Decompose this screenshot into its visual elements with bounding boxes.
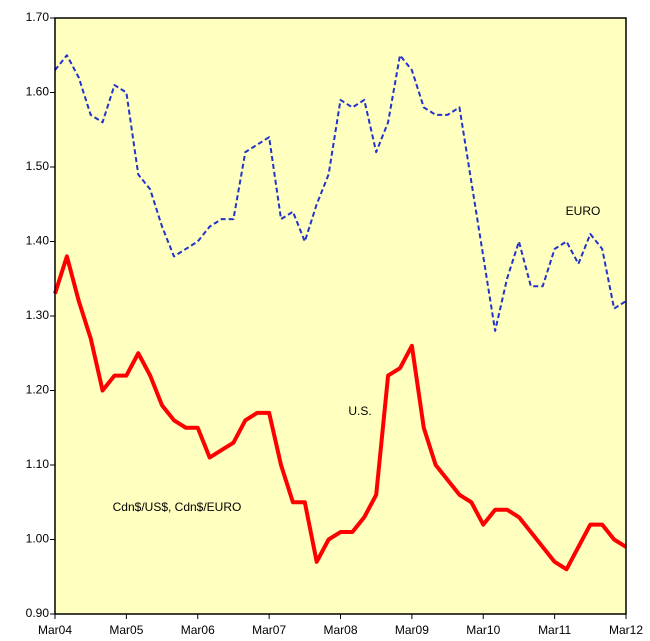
y-tick-label: 1.20 [26, 383, 50, 397]
y-tick-label: 0.90 [26, 606, 50, 620]
x-tick-label: Mar08 [323, 623, 357, 637]
y-tick-label: 1.50 [26, 159, 50, 173]
x-tick-label: Mar05 [109, 623, 143, 637]
x-tick-label: Mar11 [538, 623, 571, 637]
y-tick-label: 1.70 [26, 10, 50, 24]
annotation: Cdn$/US$, Cdn$/EURO [113, 500, 242, 514]
x-tick-label: Mar10 [466, 623, 500, 637]
x-tick-label: Mar12 [609, 623, 643, 637]
y-tick-label: 1.10 [26, 457, 50, 471]
y-tick-label: 1.60 [26, 85, 50, 99]
line-series [54, 54, 627, 332]
x-tick-label: Mar09 [395, 623, 429, 637]
annotation: U.S. [348, 404, 371, 418]
x-tick-label: Mar04 [38, 623, 72, 637]
plot-border [54, 17, 627, 615]
x-tick-label: Mar06 [181, 623, 215, 637]
y-tick-label: 1.00 [26, 532, 50, 546]
plot-area [55, 18, 626, 614]
annotation: EURO [566, 204, 601, 218]
y-tick-label: 1.40 [26, 234, 50, 248]
x-tick-label: Mar07 [252, 623, 286, 637]
line-series [53, 254, 628, 572]
y-tick-label: 1.30 [26, 308, 50, 322]
